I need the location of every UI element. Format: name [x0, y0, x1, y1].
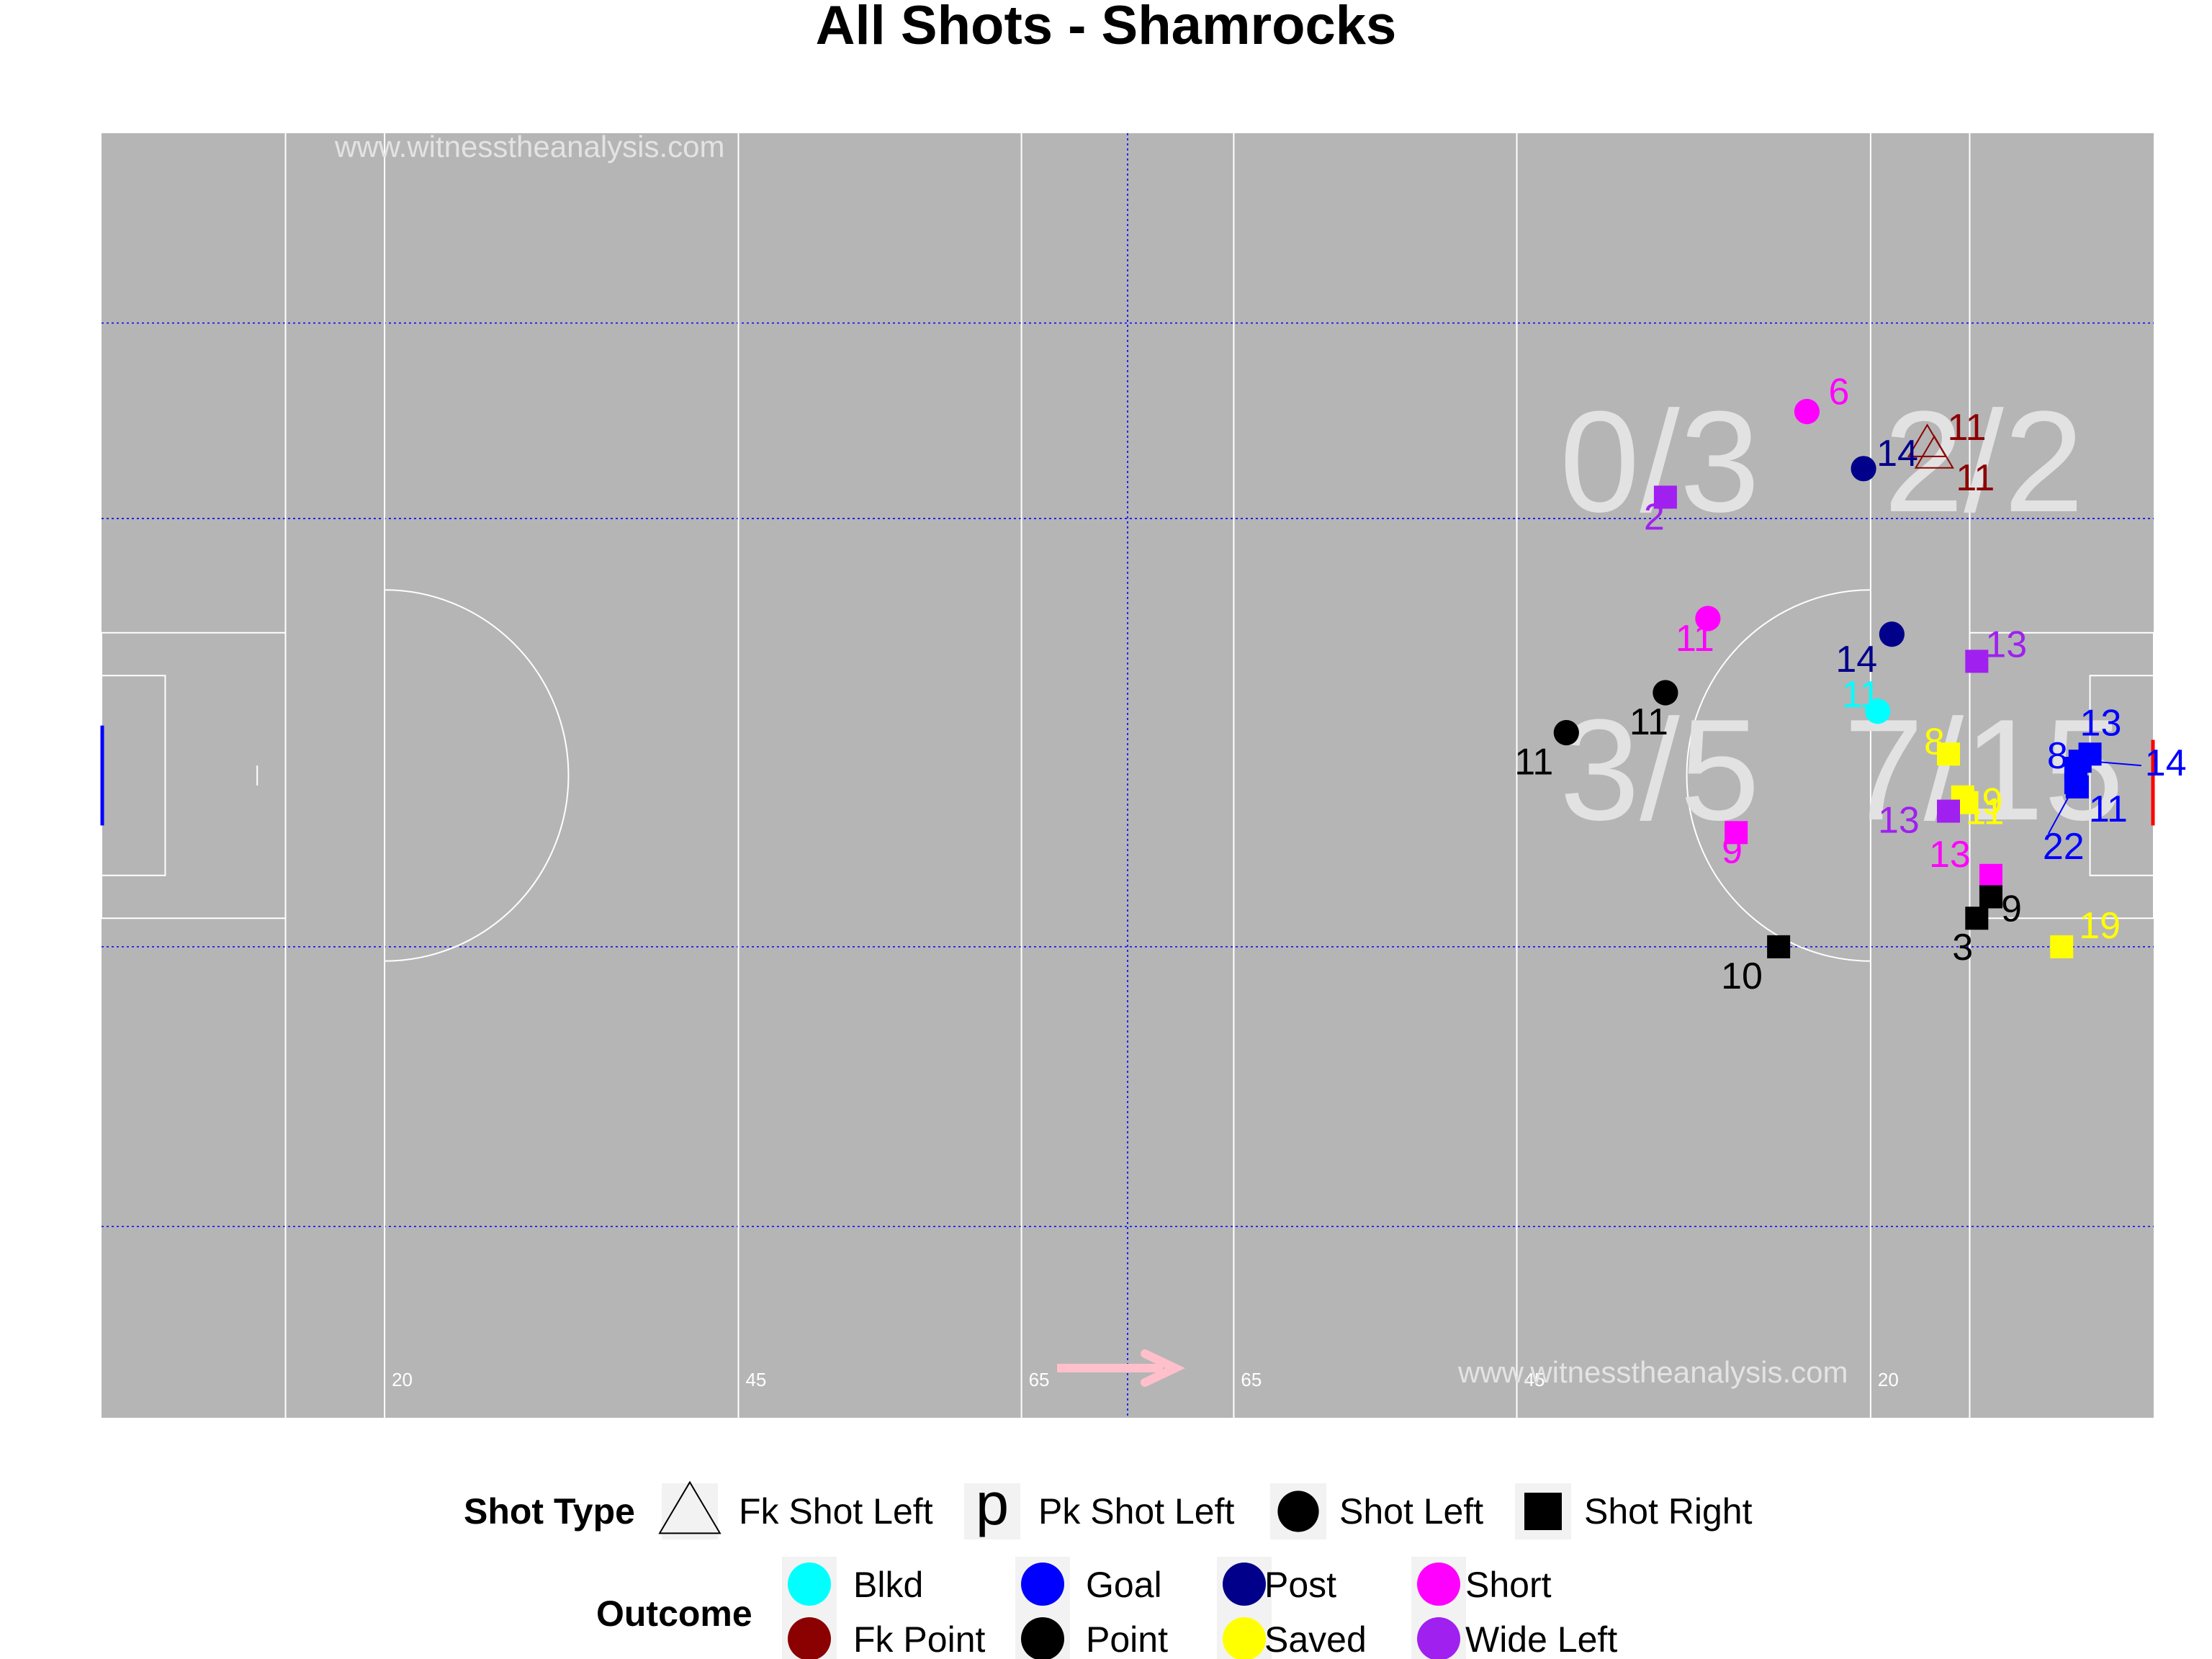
shot-marker: [1979, 885, 2002, 909]
chart-title: All Shots - Shamrocks: [815, 0, 1397, 56]
shot-label-leader: [2047, 793, 2071, 835]
shot-player-label: 11: [1948, 407, 1987, 449]
pitch-marker-label: 65: [1029, 1369, 1050, 1390]
shot-player-label: 11: [1629, 701, 1668, 743]
legend-outcome-label: Wide Left: [1465, 1619, 1617, 1659]
legend-outcome-swatch: [1417, 1563, 1460, 1606]
legend-shot-type-title: Shot Type: [464, 1491, 635, 1532]
pitch-marker-label: 65: [1241, 1369, 1262, 1390]
pitch-marker-label: 20: [1878, 1369, 1899, 1390]
shot-player-label: 14: [2145, 742, 2187, 784]
shot-marker: [1653, 485, 1677, 509]
shot-player-label: 22: [2043, 826, 2085, 868]
shot-player-label: 8: [2047, 735, 2068, 777]
shot-player-label: 6: [1828, 372, 1849, 413]
legend-key-background: [964, 1483, 1020, 1539]
legend-outcome-swatch: [1417, 1617, 1460, 1659]
legend-outcome-label: Blkd: [853, 1565, 923, 1605]
zone-label: 2/2: [1884, 382, 2084, 542]
shot-player-label: 2: [1644, 496, 1665, 538]
legend-shot-type-label: Pk Shot Left: [1038, 1491, 1234, 1532]
shot-marker: [1553, 719, 1579, 746]
shot-marker: [1965, 649, 1989, 673]
legend-outcome-label: Fk Point: [853, 1619, 986, 1659]
legend-shot-type-label: Shot Left: [1339, 1491, 1483, 1532]
shot-marker: [1914, 435, 1954, 469]
shot-marker: [1851, 456, 1876, 482]
legend-key-square: [1524, 1493, 1562, 1530]
legend-outcome-label: Point: [1086, 1619, 1168, 1659]
shot-player-label: 11: [1956, 457, 1995, 499]
shot-player-label: 13: [1985, 624, 2027, 665]
shot-player-label: 13: [1929, 834, 1971, 876]
shot-player-label: 9: [1722, 830, 1743, 871]
shot-marker: [1979, 863, 2002, 887]
legend-outcome-label: Post: [1264, 1565, 1336, 1605]
shot-marker: [1965, 907, 1989, 930]
arc-left: [385, 589, 570, 962]
legend-shot-type-label: Shot Right: [1584, 1491, 1753, 1532]
shot-marker: [2068, 750, 2092, 773]
legend-shot-type-label: Fk Shot Left: [739, 1491, 933, 1532]
shot-marker: [1879, 621, 1905, 647]
shot-marker: [1865, 698, 1891, 724]
shot-marker: [1937, 799, 1960, 823]
shot-player-label: 10: [1721, 956, 1763, 997]
pitch-marker-label: 20: [392, 1369, 413, 1390]
legend-key-background: [662, 1483, 718, 1539]
legend-outcome-swatch: [788, 1617, 831, 1659]
shot-player-label: 14: [1835, 639, 1877, 680]
shot-player-label: 14: [1876, 433, 1918, 475]
pitch-marker-label: 45: [1524, 1369, 1545, 1390]
legend-outcome-swatch: [1021, 1563, 1064, 1606]
watermark-top: www.witnesstheanalysis.com: [334, 130, 725, 163]
legend-outcome-title: Outcome: [596, 1593, 752, 1634]
shot-player-label: 19: [2079, 905, 2121, 947]
shot-player-label: 11: [2089, 788, 2128, 830]
legend-outcome-swatch: [788, 1563, 831, 1606]
legend-outcome-label: Short: [1465, 1565, 1552, 1605]
shot-player-label: 11: [1514, 742, 1553, 783]
shot-marker: [1695, 606, 1721, 631]
direction-arrowhead: [1141, 1349, 1185, 1387]
legend-key-circle: [1277, 1491, 1319, 1532]
shot-player-label: 3: [1952, 927, 1973, 968]
shot-player-label: 13: [2080, 702, 2122, 744]
shot-player-label: 9: [2001, 888, 2022, 930]
legend-outcome-swatch: [1223, 1617, 1266, 1659]
pitch-marker-label: 45: [745, 1369, 766, 1390]
legend-key-letter-p: p: [976, 1470, 1009, 1537]
shot-player-label: 11: [1842, 674, 1881, 716]
shot-label-leader: [2090, 760, 2141, 767]
shot-player-label: 13: [1878, 800, 1920, 842]
shot-marker: [1725, 821, 1748, 845]
watermark-bottom: www.witnesstheanalysis.com: [1457, 1355, 1848, 1389]
legend-outcome-label: Saved: [1264, 1619, 1367, 1659]
legend-outcome-swatch: [1223, 1563, 1266, 1606]
shot-marker: [1767, 935, 1791, 958]
shot-player-label: 11: [1966, 791, 2005, 833]
legend-outcome-label: Goal: [1086, 1565, 1162, 1605]
shot-marker: [1653, 680, 1678, 706]
shot-marker: [1937, 742, 1960, 766]
legend-outcome-swatch: [1021, 1617, 1064, 1659]
zone-label: 0/3: [1560, 382, 1760, 542]
shot-player-label: 11: [1676, 618, 1714, 660]
shot-player-label: 8: [1924, 721, 1945, 763]
shot-marker: [2050, 935, 2074, 958]
shot-marker: [1794, 398, 1820, 425]
legend-key-open-triangle: [658, 1480, 721, 1534]
